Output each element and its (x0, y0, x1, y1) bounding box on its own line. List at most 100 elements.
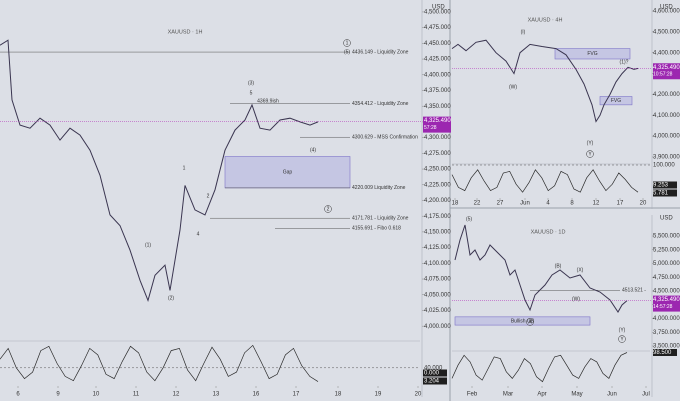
y-tick-label: 5,000.000 (653, 261, 680, 267)
annotation: 1 (183, 165, 186, 171)
y-tick-label: 4,500.000 (424, 10, 451, 16)
x-tick-label: 22 (474, 201, 481, 207)
last-price-box (653, 63, 680, 80)
y-tick-label: 4,075.000 (424, 277, 451, 283)
level-label: 4220.009 Liquidity Zone (352, 185, 406, 191)
y-tick-label: 4,300.000 (424, 135, 451, 141)
y-tick-label: 4,500.000 (653, 289, 680, 295)
annotation: 2 (327, 206, 330, 212)
annotation: 1 (346, 40, 349, 46)
y-tick-label: 4,375.000 (424, 88, 451, 94)
level-label: 4300.629 - MSS Confirmation (352, 135, 418, 141)
readout-box (653, 189, 677, 197)
annotation: Y (620, 336, 624, 342)
annotation-circle (343, 39, 351, 47)
level-label: 4354.412 - Liquidity Zone (352, 101, 409, 107)
y-tick-label: 4,250.000 (424, 167, 451, 173)
readout-box (653, 348, 677, 356)
x-tick-label: 16 (253, 392, 260, 398)
countdown-label: 57:28 (424, 125, 437, 131)
chart-title: XAUUSD · 4H (528, 17, 563, 23)
y-tick-label: 4,200.000 (653, 92, 680, 98)
annotation: 2 (207, 193, 210, 199)
zone (454, 316, 591, 326)
x-tick-label: 17 (617, 201, 624, 207)
last-price-label: 4,325.490 (653, 65, 680, 71)
readout-label: 98.500 (653, 350, 672, 356)
annotation: (B) (555, 263, 562, 269)
annotation: (X) (577, 267, 584, 273)
last-price-label: 4,325.490 (424, 118, 451, 124)
annotation: (I) (521, 29, 526, 35)
x-tick-label: 27 (497, 201, 504, 207)
annotation: (W) (509, 84, 517, 90)
price-line (454, 224, 628, 313)
annotation: 4369.9ish (257, 98, 279, 104)
annotation: (5) (344, 49, 350, 55)
x-tick-label: 11 (133, 392, 140, 398)
annotation: (3) (248, 80, 254, 86)
countdown-label: 10:57:28 (653, 72, 673, 78)
x-tick-label: 20 (640, 201, 647, 207)
x-tick-label: 19 (375, 392, 382, 398)
annotation: A (528, 319, 532, 325)
annotation: (1)? (620, 59, 629, 65)
y-tick-label: 4,500.000 (653, 29, 680, 35)
y-tick-label: 5,500.000 (653, 234, 680, 240)
annotation: (W) (572, 296, 580, 302)
y-tick-label: 4,400.000 (653, 50, 680, 56)
readout-label: 5.781 (653, 191, 669, 197)
x-tick-label: 12 (173, 392, 180, 398)
level-label: 4513.521 - (622, 288, 646, 294)
indicator-tick-label: 100.000 (653, 163, 675, 169)
indicator-tick-label: 40.000 (424, 365, 443, 371)
readout-box (423, 369, 447, 377)
y-tick-label: 3,750.000 (653, 330, 680, 336)
x-tick-label: 10 (93, 392, 100, 398)
x-tick-label: 20 (415, 392, 422, 398)
indicator-line (0, 344, 319, 382)
currency-label: USD (660, 216, 673, 222)
readout-box (423, 377, 447, 385)
y-tick-label: 5,250.000 (653, 247, 680, 253)
annotation: (1) (145, 242, 151, 248)
annotation: (5) (466, 216, 472, 222)
zone (554, 48, 631, 60)
y-tick-label: 4,275.000 (424, 151, 451, 157)
level-label: 4155.691 - Fibo 0.618 (352, 226, 401, 232)
y-tick-label: 4,175.000 (424, 214, 451, 220)
x-tick-label: May (571, 392, 582, 398)
chart-title: XAUUSD · 1D (531, 229, 566, 235)
annotation-circle (586, 150, 594, 158)
indicator-line (451, 352, 628, 383)
annotation-circle (526, 318, 534, 326)
zone (599, 96, 633, 106)
zone-label: Gap (283, 170, 293, 176)
readout-label: 0.000 (424, 371, 440, 377)
readout-label: 3.204 (424, 379, 440, 385)
x-tick-label: Feb (467, 392, 478, 398)
x-tick-label: Mar (503, 392, 513, 398)
x-tick-label: Jul (642, 392, 650, 398)
zone (224, 156, 351, 189)
level-label: 4171.781 - Liquidity Zone (352, 216, 409, 222)
annotation: (2) (168, 295, 174, 301)
annotation: (Y) (619, 327, 626, 333)
price-line (0, 39, 319, 302)
y-tick-label: 4,475.000 (424, 25, 451, 31)
level-label: 4436.149 - Liquidity Zone (352, 49, 409, 55)
x-tick-label: Jun (520, 201, 530, 207)
y-tick-label: 4,000.000 (653, 316, 680, 322)
y-tick-label: 4,225.000 (424, 182, 451, 188)
chart-title: XAUUSD · 1H (168, 29, 203, 35)
zone-label: Bullish OB (511, 318, 535, 324)
y-tick-label: 4,100.000 (424, 261, 451, 267)
y-tick-label: 4,750.000 (653, 275, 680, 281)
y-tick-label: 4,025.000 (424, 308, 451, 314)
countdown-label: 14:57:28 (653, 304, 673, 310)
y-tick-label: 4,150.000 (424, 229, 451, 235)
x-tick-label: 12 (593, 201, 600, 207)
y-tick-label: 4,350.000 (424, 104, 451, 110)
